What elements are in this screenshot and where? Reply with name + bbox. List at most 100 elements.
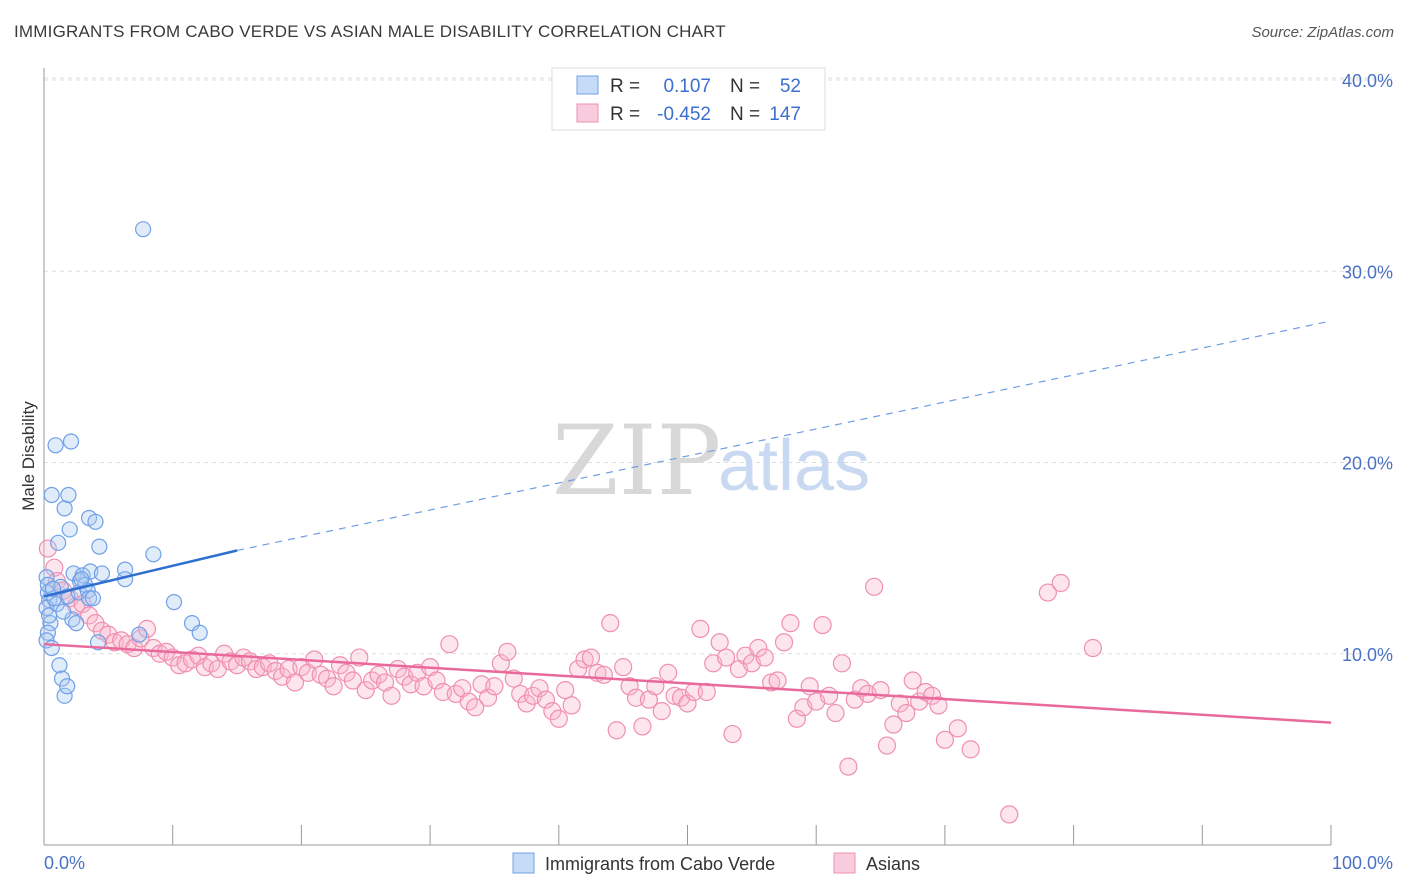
data-point xyxy=(536,690,556,709)
data-point xyxy=(55,603,72,620)
watermark-zip: ZIP xyxy=(552,405,721,517)
x-tick-label-min: 0.0% xyxy=(44,853,85,873)
data-point xyxy=(134,221,152,238)
data-point xyxy=(787,709,806,728)
trend-line-asians xyxy=(43,642,1332,724)
data-point xyxy=(56,687,73,704)
data-point xyxy=(556,680,575,700)
data-point xyxy=(59,678,76,695)
data-point xyxy=(145,546,162,563)
data-point xyxy=(343,671,362,690)
data-point xyxy=(961,740,980,759)
data-point xyxy=(165,594,183,611)
data-point xyxy=(877,736,897,755)
data-point xyxy=(774,633,794,652)
data-point xyxy=(614,658,633,677)
grid-lines xyxy=(44,77,1393,655)
data-point xyxy=(948,719,967,738)
data-point xyxy=(1000,805,1019,824)
y-tick-label: 10.0% xyxy=(1342,645,1393,665)
series-cabo-verde xyxy=(38,221,208,704)
data-point xyxy=(1051,573,1070,593)
y-tick-label: 20.0% xyxy=(1342,454,1393,474)
data-point xyxy=(620,677,639,696)
y-tick-label: 40.0% xyxy=(1342,71,1393,91)
data-point xyxy=(131,626,148,643)
data-point xyxy=(466,698,485,717)
data-point xyxy=(717,648,736,667)
data-point xyxy=(781,614,800,633)
data-point xyxy=(897,703,916,723)
data-point xyxy=(80,590,98,607)
data-point xyxy=(356,680,375,700)
data-point xyxy=(60,486,77,504)
data-point xyxy=(768,671,787,690)
data-point xyxy=(51,657,68,674)
data-point xyxy=(562,696,581,715)
watermark-atlas: atlas xyxy=(718,426,870,506)
legend-r-label-1: R = xyxy=(610,104,640,125)
data-point xyxy=(832,654,852,673)
data-point xyxy=(839,757,858,776)
data-point xyxy=(91,538,108,555)
data-point xyxy=(884,715,903,734)
data-point xyxy=(1038,583,1057,602)
data-point xyxy=(131,629,150,648)
data-point xyxy=(922,686,942,705)
bottom-legend-label-asians: Asians xyxy=(866,854,920,874)
data-point xyxy=(691,619,710,638)
data-point xyxy=(826,703,845,723)
y-tick-label: 30.0% xyxy=(1342,262,1393,282)
data-point xyxy=(723,724,742,744)
data-point xyxy=(710,633,729,652)
data-point xyxy=(549,709,568,728)
data-point xyxy=(498,642,517,661)
x-tick-label-max: 100.0% xyxy=(1332,853,1393,873)
data-point xyxy=(50,534,67,551)
data-point xyxy=(607,721,626,740)
y-axis-title: Male Disability xyxy=(19,401,38,511)
data-point xyxy=(749,638,768,658)
data-point xyxy=(813,615,832,635)
data-point xyxy=(56,500,73,517)
chart-source: Source: ZipAtlas.com xyxy=(1251,24,1394,41)
data-point xyxy=(594,665,613,684)
data-point xyxy=(530,679,549,698)
x-ticks xyxy=(43,825,1332,845)
data-point xyxy=(633,717,652,736)
data-point xyxy=(890,694,909,713)
watermark: ZIP atlas xyxy=(552,405,870,517)
chart-title: IMMIGRANTS FROM CABO VERDE VS ASIAN MALE… xyxy=(14,22,726,41)
legend-n-value-0: 52 xyxy=(780,76,801,97)
legend-n-label-0: N = xyxy=(730,76,760,97)
bottom-legend-swatch-cabo-verde xyxy=(512,852,535,874)
legend-n-label-1: N = xyxy=(730,104,760,125)
data-point xyxy=(903,671,922,690)
data-point xyxy=(581,648,601,667)
data-point xyxy=(762,673,781,692)
legend-swatch-cabo-verde xyxy=(576,75,599,95)
data-point xyxy=(575,650,594,669)
data-point xyxy=(478,688,498,707)
data-point xyxy=(62,433,80,450)
data-point xyxy=(504,669,523,688)
data-point xyxy=(43,639,60,657)
legend-swatch-asians xyxy=(576,103,599,123)
data-point xyxy=(38,539,57,558)
data-point xyxy=(93,565,111,582)
legend-r-label-0: R = xyxy=(610,76,640,97)
trend-line-cabo-verde-extension xyxy=(236,320,1332,552)
data-point xyxy=(61,521,78,538)
bottom-legend: Immigrants from Cabo Verde Asians xyxy=(512,852,920,874)
data-point xyxy=(865,577,884,596)
data-point xyxy=(382,686,401,705)
data-point xyxy=(652,702,671,721)
data-point xyxy=(1083,638,1103,658)
y-tick-labels: 10.0% 20.0% 30.0% 40.0% xyxy=(1342,71,1393,665)
data-point xyxy=(819,686,839,705)
bottom-legend-swatch-asians xyxy=(833,852,856,874)
data-point xyxy=(47,437,64,454)
legend-r-value-0: 0.107 xyxy=(663,76,711,97)
trend-line-cabo-verde xyxy=(43,549,238,598)
